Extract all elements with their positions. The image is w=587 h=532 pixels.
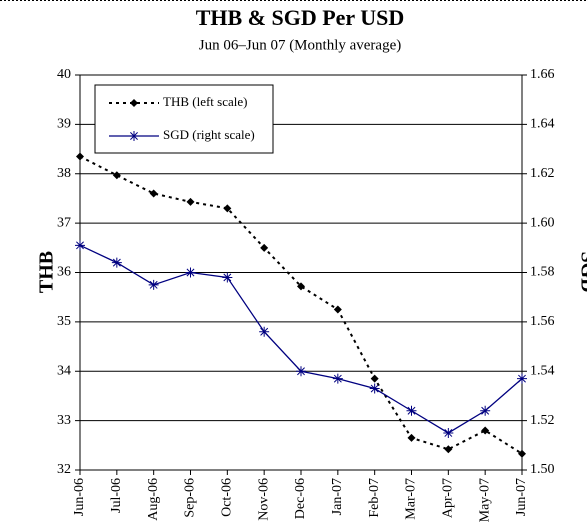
y-tick-label: 40: [57, 67, 71, 82]
x-tick-label: Feb-07: [367, 478, 382, 518]
legend-box: [94, 84, 274, 154]
legend-label: THB (left scale): [163, 94, 247, 109]
y2-tick-label: 1.50: [530, 462, 555, 477]
marker: [259, 326, 270, 337]
x-tick-label: Oct-06: [220, 478, 235, 517]
marker: [76, 152, 84, 161]
y2-tick-label: 1.62: [530, 166, 555, 181]
x-tick-label: Jul-06: [109, 478, 124, 513]
marker: [130, 99, 138, 107]
y2-tick-label: 1.64: [530, 117, 555, 132]
x-tick-label: Apr-07: [441, 478, 456, 518]
marker: [129, 131, 139, 141]
x-tick-label: Dec-06: [293, 478, 308, 519]
y-tick-label: 39: [57, 117, 71, 132]
marker: [443, 427, 454, 438]
y2-tick-label: 1.66: [530, 67, 555, 82]
y2-tick-label: 1.54: [530, 363, 555, 378]
x-tick-label: May-07: [477, 478, 492, 522]
y-tick-label: 32: [57, 462, 71, 477]
marker: [111, 257, 122, 268]
marker: [75, 240, 85, 251]
marker: [222, 272, 233, 283]
y-tick-label: 33: [57, 413, 71, 428]
y-tick-label: 34: [57, 363, 71, 378]
marker: [369, 383, 380, 394]
marker: [223, 204, 232, 213]
y2-tick-label: 1.56: [530, 314, 555, 329]
y-tick-label: 35: [57, 314, 71, 329]
marker: [185, 267, 196, 278]
marker: [480, 405, 491, 416]
marker: [112, 171, 121, 180]
marker: [370, 374, 379, 383]
legend-label: SGD (right scale): [163, 127, 255, 142]
marker: [406, 405, 417, 416]
x-tick-label: Nov-06: [256, 478, 271, 521]
chart-title: THB & SGD Per USD: [196, 5, 405, 30]
marker: [148, 279, 159, 290]
marker: [149, 189, 158, 198]
x-tick-label: Jan-07: [330, 478, 345, 515]
marker: [260, 243, 269, 252]
y2-tick-label: 1.60: [530, 215, 555, 230]
marker: [407, 433, 416, 442]
chart-subtitle: Jun 06–Jun 07 (Monthly average): [199, 37, 401, 53]
series-line: [79, 155, 523, 455]
x-tick-label: Mar-07: [404, 478, 419, 520]
x-tick-label: Jun-07: [514, 478, 529, 516]
y-axis-title: THB: [36, 251, 58, 293]
y-tick-label: 38: [57, 166, 71, 181]
marker: [518, 449, 526, 458]
marker: [444, 445, 453, 454]
x-tick-label: Sep-06: [183, 478, 198, 518]
marker: [297, 282, 305, 291]
marker: [186, 197, 195, 206]
y2-tick-label: 1.58: [530, 265, 555, 280]
x-tick-label: Aug-06: [146, 478, 161, 521]
y-tick-label: 37: [57, 215, 71, 230]
y2-tick-label: 1.52: [530, 413, 555, 428]
marker: [332, 373, 343, 384]
marker: [333, 305, 342, 314]
y2-axis-title: SGD: [576, 251, 587, 292]
series-line: [79, 244, 523, 434]
marker: [296, 366, 306, 377]
x-tick-label: Jun-06: [72, 478, 87, 516]
marker: [517, 373, 527, 384]
y-tick-label: 36: [57, 265, 71, 280]
marker: [481, 426, 490, 435]
